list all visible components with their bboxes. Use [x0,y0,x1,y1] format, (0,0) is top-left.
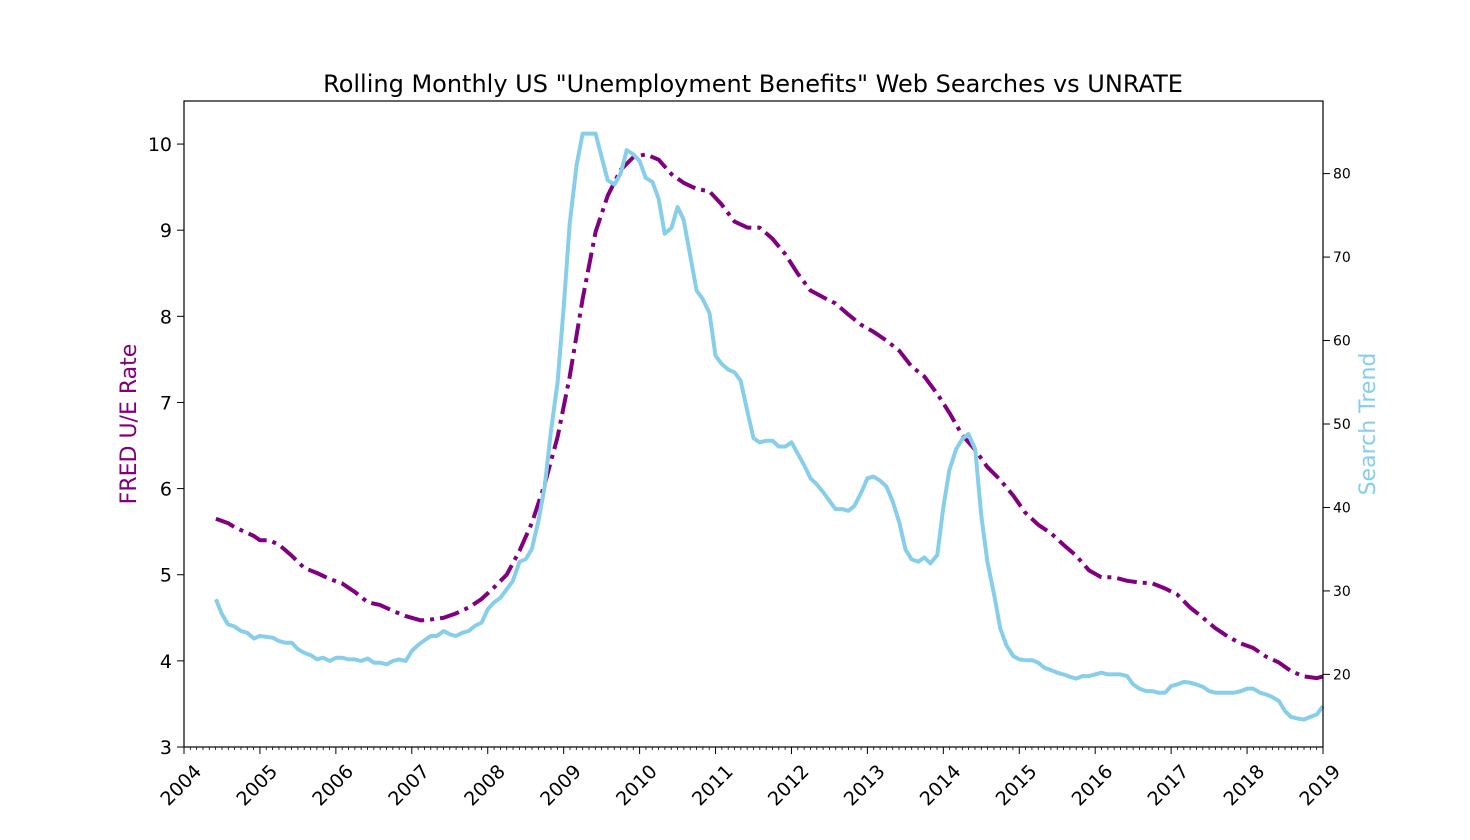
y-left-tick-label: 6 [160,479,172,501]
search-trend-series-line [214,131,1325,722]
x-tick-label: 2012 [764,761,814,811]
y-right-tick-label: 80 [1333,167,1351,183]
x-tick-label: 2014 [916,761,966,811]
y-left-tick-label: 10 [148,134,172,156]
x-tick-label: 2015 [992,761,1042,811]
x-tick-label: 2004 [156,761,206,811]
y-right-tick-label: 40 [1333,500,1351,516]
plot-frame [183,100,1324,748]
x-tick-label: 2018 [1219,761,1269,811]
series-layer [214,131,1325,722]
y-left-tick-label: 9 [160,220,172,242]
chart-title: Rolling Monthly US "Unemployment Benefit… [323,70,1183,98]
x-tick-label: 2013 [840,761,890,811]
y-left-tick-label: 4 [160,651,172,673]
y-left-tick-label: 7 [160,392,172,414]
x-tick-label: 2017 [1144,761,1194,811]
x-tick-label: 2006 [308,761,358,811]
y-axis-right: 20 30 40 50 60 70 80 [1323,167,1351,683]
y-right-tick-label: 70 [1333,250,1351,266]
y-right-tick-label: 20 [1333,667,1351,683]
y-left-tick-label: 3 [160,737,172,759]
x-tick-label: 2009 [536,761,586,811]
x-tick-label: 2008 [460,761,510,811]
x-tick-label: 2007 [384,761,434,811]
unemployment-rate-series-line [215,152,1324,681]
y-right-tick-label: 50 [1333,417,1351,433]
y-axis-left: 3 4 5 6 7 8 9 10 [148,134,184,759]
x-tick-label: 2005 [232,761,282,811]
y-axis-left-label: FRED U/E Rate [117,344,142,505]
y-right-tick-label: 30 [1333,584,1351,600]
y-right-tick-label: 60 [1333,334,1351,350]
y-left-tick-label: 8 [160,306,172,328]
y-axis-right-label: Search Trend [1356,353,1381,496]
x-tick-label: 2016 [1068,761,1118,811]
x-tick-label: 2011 [688,761,738,811]
x-tick-label: 2010 [612,761,662,811]
y-left-tick-label: 5 [160,565,172,587]
x-tick-label: 2019 [1295,761,1345,811]
x-axis: 2004 2005 2006 2007 2008 2009 2010 2011 2012 2013… [156,747,1345,810]
